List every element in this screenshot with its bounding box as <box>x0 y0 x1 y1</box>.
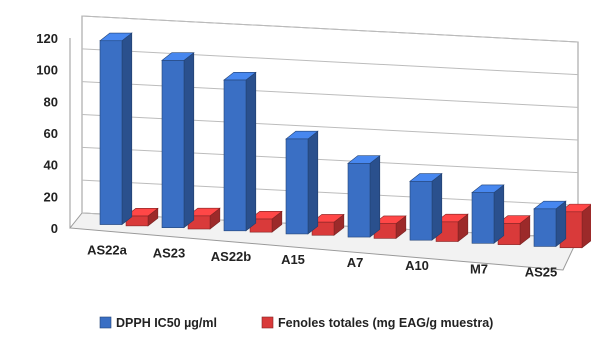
x-axis-categories: AS22a AS23 AS22b A15 A7 A10 M7 AS25 <box>87 243 557 280</box>
bar-A10-dpph <box>409 172 443 241</box>
y-tick-label: 120 <box>36 31 58 46</box>
x-category-label: AS22b <box>211 249 252 264</box>
y-tick-label: 20 <box>44 189 58 204</box>
x-category-label: A7 <box>347 255 364 270</box>
legend-swatch <box>99 316 112 329</box>
gridline <box>81 48 579 76</box>
x-category-label: AS23 <box>153 246 186 261</box>
legend-label: DPPH IC50 µg/ml <box>116 316 217 330</box>
bars <box>99 32 591 249</box>
y-tick-label: 0 <box>51 221 58 236</box>
x-category-label: A10 <box>405 258 429 273</box>
bar-AS25-dpph <box>533 200 567 248</box>
bar-M7-fenoles <box>497 215 531 246</box>
bar-A10-fenoles <box>435 213 469 243</box>
y-tick-label: 100 <box>36 63 58 78</box>
y-tick-label: 80 <box>44 94 58 109</box>
bar-AS22a-fenoles <box>125 207 159 227</box>
gridline <box>81 15 579 43</box>
bar-A15-dpph <box>285 130 319 235</box>
y-tick-label: 40 <box>44 158 58 173</box>
x-category-label: AS25 <box>525 264 558 279</box>
x-category-label: AS22a <box>87 243 128 258</box>
bar-AS22b-dpph <box>223 71 257 232</box>
x-category-label: A15 <box>281 252 305 267</box>
legend-label: Fenoles totales (mg EAG/g muestra) <box>278 316 493 330</box>
bar-AS23-dpph <box>161 52 195 229</box>
x-category-label: M7 <box>470 261 488 276</box>
bar-M7-dpph <box>471 184 505 244</box>
bar-AS22a-dpph <box>99 32 133 226</box>
legend-swatch <box>261 316 274 329</box>
legend: DPPH IC50 µg/ml Fenoles totales (mg EAG/g… <box>99 316 493 330</box>
y-axis-ticks: 0 20 40 60 80 100 120 <box>36 31 58 236</box>
bar-AS22b-fenoles <box>249 210 283 233</box>
y-tick-label: 60 <box>44 126 58 141</box>
bar-A7-dpph <box>347 155 381 238</box>
